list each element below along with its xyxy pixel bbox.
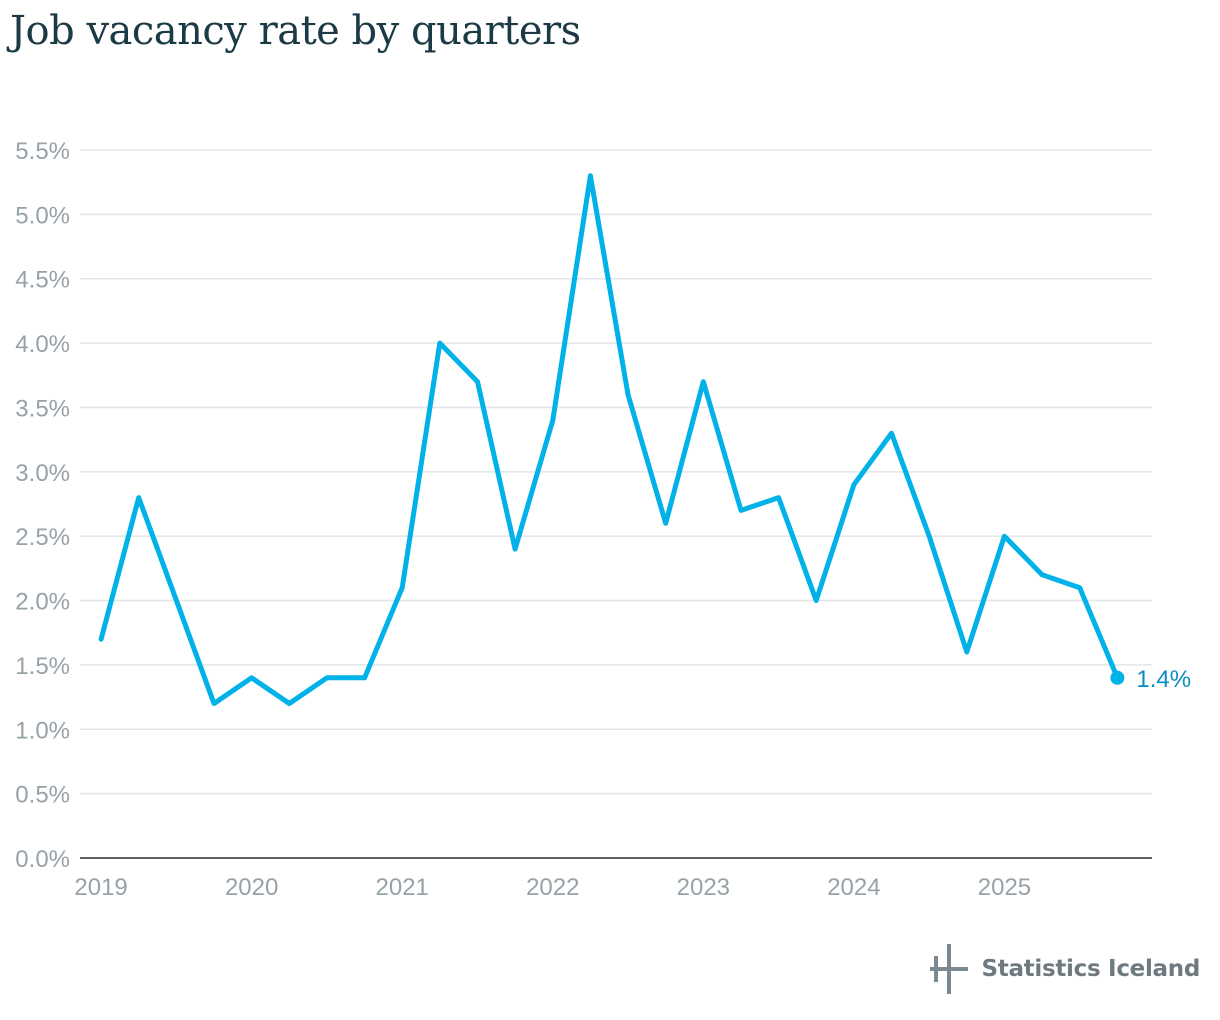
brand-name: Statistics Iceland	[981, 956, 1201, 982]
x-tick-label: 2023	[677, 874, 730, 901]
y-tick-label: 3.5%	[15, 395, 70, 422]
data-point	[626, 392, 631, 397]
y-tick-label: 4.5%	[15, 267, 70, 294]
chart-title: Job vacancy rate by quarters	[10, 8, 581, 54]
y-tick-label: 5.5%	[15, 138, 70, 165]
data-point	[1002, 534, 1007, 539]
x-tick-label: 2021	[376, 874, 429, 901]
x-tick-label: 2024	[827, 874, 880, 901]
y-tick-label: 5.0%	[15, 202, 70, 229]
y-axis-tick-labels: 0.0% 0.5% 1.0% 1.5% 2.0% 2.5% 3.0% 3.5% 4.0% 4.5%…	[15, 138, 70, 873]
data-point	[814, 598, 819, 603]
data-point	[287, 701, 292, 706]
data-point	[437, 341, 442, 346]
data-point	[1077, 585, 1082, 590]
data-point	[475, 379, 480, 384]
data-point	[99, 637, 104, 642]
y-tick-label: 0.0%	[15, 846, 70, 873]
data-point	[738, 508, 743, 513]
series-job-vacancy-rate	[98, 173, 1120, 706]
gridlines	[80, 149, 1152, 795]
data-point	[174, 598, 179, 603]
data-point	[851, 482, 856, 487]
y-tick-label: 2.0%	[15, 589, 70, 616]
data-point	[889, 431, 894, 436]
x-tick-label: 2020	[225, 874, 278, 901]
data-point	[1040, 572, 1045, 577]
y-tick-label: 4.0%	[15, 331, 70, 358]
y-tick-label: 1.0%	[15, 717, 70, 744]
data-points	[99, 173, 1125, 706]
data-point	[776, 495, 781, 500]
statistics-iceland-logo-icon	[929, 944, 968, 994]
data-point	[400, 585, 405, 590]
brand: Statistics Iceland	[929, 944, 1201, 994]
x-tick-label: 2022	[526, 874, 579, 901]
data-point	[701, 379, 706, 384]
x-axis-tick-labels: 2019 2020 2021 2022 2023 2024 2025	[74, 874, 1031, 901]
y-tick-label: 0.5%	[15, 782, 70, 809]
data-point	[136, 495, 141, 500]
x-tick-label: 2019	[74, 874, 127, 901]
data-point	[927, 534, 932, 539]
data-point	[513, 547, 518, 552]
y-tick-label: 2.5%	[15, 524, 70, 551]
series-line	[98, 173, 1120, 706]
data-point	[964, 650, 969, 655]
x-tick-label: 2025	[978, 874, 1031, 901]
y-tick-label: 1.5%	[15, 653, 70, 680]
y-tick-label: 3.0%	[15, 460, 70, 487]
data-point	[249, 675, 254, 680]
data-point	[362, 675, 367, 680]
last-data-point	[1110, 670, 1125, 685]
data-point	[324, 675, 329, 680]
data-point	[663, 521, 668, 526]
data-point	[550, 418, 555, 423]
data-point	[588, 173, 593, 178]
data-point	[212, 701, 217, 706]
last-value-label: 1.4%	[1136, 666, 1191, 693]
